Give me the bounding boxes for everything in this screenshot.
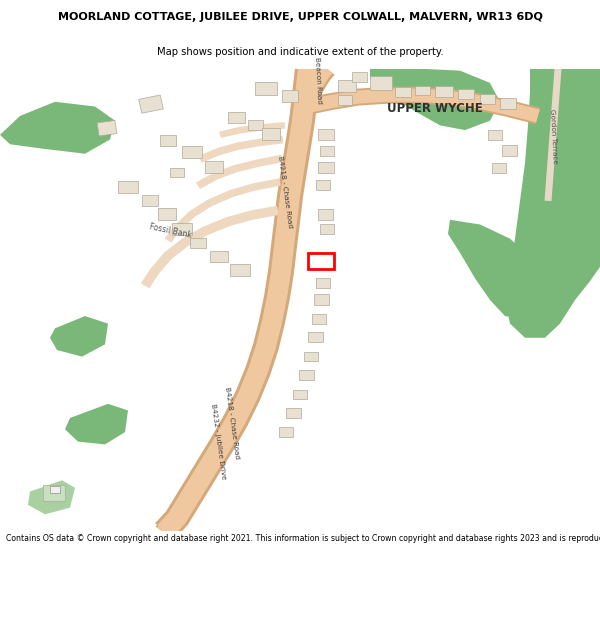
Polygon shape xyxy=(255,82,277,95)
Polygon shape xyxy=(318,129,334,139)
Polygon shape xyxy=(415,86,430,95)
Text: B4218 - Chase Road: B4218 - Chase Road xyxy=(277,155,293,228)
Polygon shape xyxy=(299,370,314,380)
Polygon shape xyxy=(160,135,176,146)
Polygon shape xyxy=(190,238,206,248)
Polygon shape xyxy=(97,121,117,136)
Polygon shape xyxy=(320,146,334,156)
Polygon shape xyxy=(545,69,562,201)
Polygon shape xyxy=(296,62,335,110)
Polygon shape xyxy=(448,220,540,319)
Polygon shape xyxy=(210,251,228,262)
Polygon shape xyxy=(370,76,392,89)
Text: Beacon Road: Beacon Road xyxy=(314,56,322,104)
Polygon shape xyxy=(157,320,278,535)
Polygon shape xyxy=(182,146,202,158)
Polygon shape xyxy=(141,206,279,288)
Polygon shape xyxy=(316,278,330,288)
Polygon shape xyxy=(65,404,128,444)
Text: Fossil Bank: Fossil Bank xyxy=(148,222,192,240)
Polygon shape xyxy=(370,69,500,130)
Polygon shape xyxy=(338,95,352,104)
Polygon shape xyxy=(248,120,263,130)
Polygon shape xyxy=(308,332,323,342)
Text: MOORLAND COTTAGE, JUBILEE DRIVE, UPPER COLWALL, MALVERN, WR13 6DQ: MOORLAND COTTAGE, JUBILEE DRIVE, UPPER C… xyxy=(58,12,542,22)
Polygon shape xyxy=(338,80,356,92)
Polygon shape xyxy=(500,98,516,109)
Text: Contains OS data © Crown copyright and database right 2021. This information is : Contains OS data © Crown copyright and d… xyxy=(6,534,600,543)
Polygon shape xyxy=(298,64,333,109)
Polygon shape xyxy=(505,69,600,338)
Polygon shape xyxy=(50,486,60,494)
Polygon shape xyxy=(118,181,138,193)
Polygon shape xyxy=(488,130,502,139)
Polygon shape xyxy=(50,316,108,357)
Polygon shape xyxy=(172,222,192,235)
Polygon shape xyxy=(199,136,284,162)
Polygon shape xyxy=(170,168,184,177)
Polygon shape xyxy=(304,352,318,361)
Polygon shape xyxy=(320,224,334,234)
Polygon shape xyxy=(286,408,301,418)
Polygon shape xyxy=(28,480,75,514)
Polygon shape xyxy=(165,178,281,242)
Polygon shape xyxy=(316,180,330,189)
Polygon shape xyxy=(293,389,307,399)
Polygon shape xyxy=(139,95,163,113)
Polygon shape xyxy=(282,91,298,102)
Polygon shape xyxy=(156,320,280,536)
Polygon shape xyxy=(314,294,329,305)
Polygon shape xyxy=(305,89,540,122)
Text: Gordon Terrace: Gordon Terrace xyxy=(548,109,557,164)
Text: B4218 - Chase Road: B4218 - Chase Road xyxy=(224,386,240,459)
Polygon shape xyxy=(318,162,334,172)
Polygon shape xyxy=(43,485,65,501)
Polygon shape xyxy=(480,94,495,104)
Polygon shape xyxy=(230,264,250,276)
Polygon shape xyxy=(352,72,367,82)
Polygon shape xyxy=(435,86,453,97)
Polygon shape xyxy=(205,161,223,172)
Polygon shape xyxy=(155,68,321,539)
Polygon shape xyxy=(305,87,541,124)
Text: Map shows position and indicative extent of the property.: Map shows position and indicative extent… xyxy=(157,47,443,56)
Text: B4232 - Jubilee Drive: B4232 - Jubilee Drive xyxy=(209,403,226,480)
Polygon shape xyxy=(196,155,283,189)
Polygon shape xyxy=(318,209,333,220)
Polygon shape xyxy=(395,87,411,97)
Polygon shape xyxy=(312,314,326,324)
Polygon shape xyxy=(262,128,280,139)
Polygon shape xyxy=(157,68,318,538)
Polygon shape xyxy=(0,102,115,154)
Polygon shape xyxy=(308,253,334,269)
Text: UPPER WYCHE: UPPER WYCHE xyxy=(387,102,483,115)
Polygon shape xyxy=(158,209,176,220)
Polygon shape xyxy=(502,145,517,156)
Polygon shape xyxy=(142,195,158,206)
Polygon shape xyxy=(492,163,506,172)
Polygon shape xyxy=(279,428,293,437)
Polygon shape xyxy=(219,122,286,138)
Polygon shape xyxy=(458,89,474,99)
Polygon shape xyxy=(228,112,245,124)
